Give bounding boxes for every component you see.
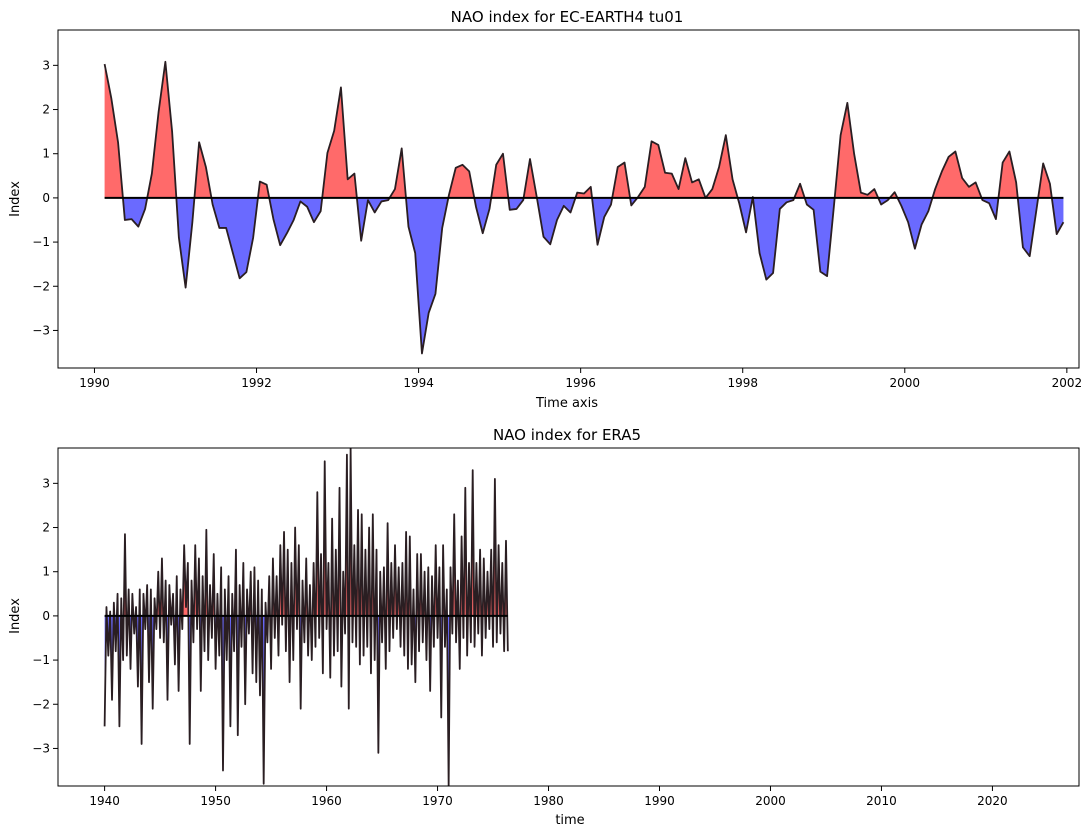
x-tick-label: 1960 xyxy=(311,794,342,808)
y-tick-label: −3 xyxy=(32,323,50,337)
x-tick-label: 1996 xyxy=(565,376,596,390)
index-line xyxy=(103,448,509,786)
y-tick-label: −2 xyxy=(32,279,50,293)
x-tick-label: 1980 xyxy=(533,794,564,808)
positive-area xyxy=(104,61,1052,198)
y-tick-label: 1 xyxy=(42,147,50,161)
y-tick-label: −1 xyxy=(32,235,50,249)
ec-earth4-chart: NAO index for EC-EARTH4 tu01 1990 1992 199… xyxy=(8,8,1082,411)
y-tick-label: 0 xyxy=(42,609,50,623)
y-tick-label: 3 xyxy=(42,476,50,490)
x-tick-label: 1998 xyxy=(727,376,758,390)
chart-title: NAO index for ERA5 xyxy=(493,426,641,444)
y-axis-label: Index xyxy=(8,598,23,634)
x-tick-label: 1950 xyxy=(200,794,231,808)
x-tick-label: 1992 xyxy=(241,376,272,390)
y-tick-label: 0 xyxy=(42,191,50,205)
x-tick-label: 1990 xyxy=(79,376,110,390)
y-tick-label: 3 xyxy=(42,58,50,72)
plot-area: 1990 1992 1994 1996 1998 2000 2002 3 2 1 0 −1 −2 −3 xyxy=(32,29,1083,390)
negative-area xyxy=(122,197,1064,354)
era5-chart: NAO index for ERA5 1940 1950 1960 1970 1980 1… xyxy=(8,426,1080,825)
plot-area: 1940 1950 1960 1970 1980 1990 2000 2010 2020 3 2 1 0… xyxy=(32,447,1080,808)
y-tick-label: −1 xyxy=(32,653,50,667)
x-tick-label: 1990 xyxy=(644,794,675,808)
x-tick-label: 2002 xyxy=(1052,376,1083,390)
x-tick-label: 2020 xyxy=(977,794,1008,808)
x-axis-label: Time axis xyxy=(535,396,598,411)
x-tick-label: 2000 xyxy=(755,794,786,808)
x-tick-label: 2010 xyxy=(866,794,897,808)
x-tick-label: 2000 xyxy=(890,376,921,390)
y-axis-label: Index xyxy=(8,181,23,217)
axes-frame xyxy=(57,447,1080,787)
y-tick-label: 1 xyxy=(42,565,50,579)
x-axis-label: time xyxy=(555,813,584,825)
chart-title: NAO index for EC-EARTH4 tu01 xyxy=(451,8,684,26)
x-tick-label: 1970 xyxy=(422,794,453,808)
x-tick-label: 1994 xyxy=(403,376,434,390)
axes-frame xyxy=(57,29,1080,369)
y-tick-label: 2 xyxy=(42,521,50,535)
y-tick-label: −3 xyxy=(32,741,50,755)
index-line xyxy=(103,60,1065,355)
y-tick-label: 2 xyxy=(42,103,50,117)
y-tick-label: −2 xyxy=(32,697,50,711)
x-tick-label: 1940 xyxy=(89,794,120,808)
